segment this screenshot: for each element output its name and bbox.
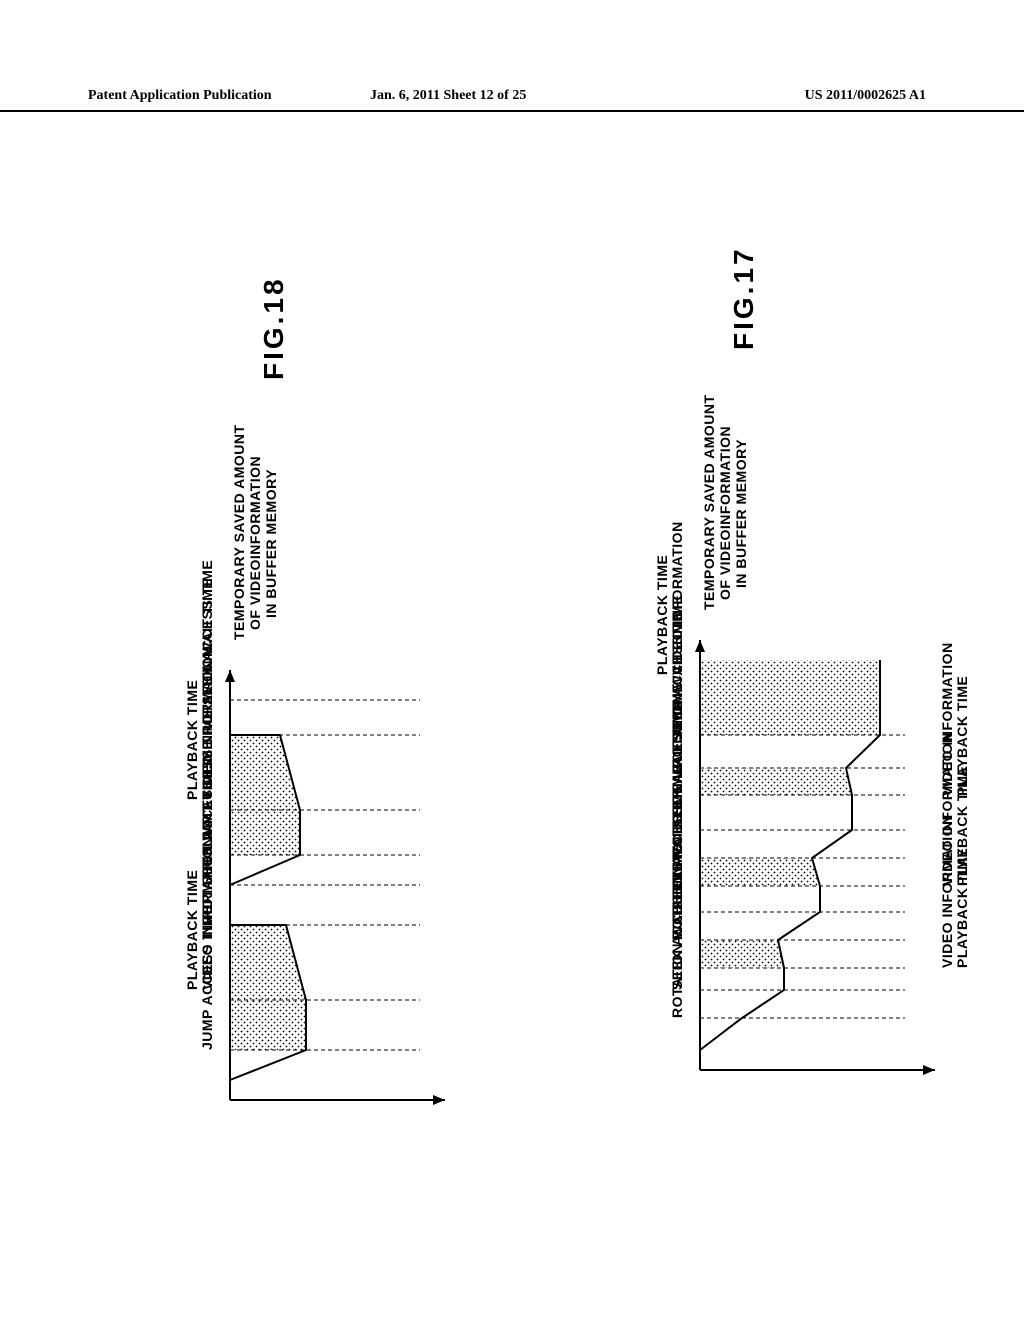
fig17-row-label-left: ROTATION WAIT TIME (670, 862, 685, 1018)
figures-container: FIG.18 TEMPORARY SAVED AMOUNT OF VIDEOIN… (50, 180, 974, 1180)
fig18-row-label: PLAYBACK TIME (185, 870, 200, 990)
fig17-row-label-left: PLAYBACK TIME (655, 555, 670, 675)
fig18-yaxis-l3: IN BUFFER MEMORY (264, 469, 279, 618)
fig18-title: FIG.18 (258, 276, 290, 380)
fig18-yaxis-l2: OF VIDEOINFORMATION (248, 456, 263, 630)
fig17-yaxis-l1: TEMPORARY SAVED AMOUNT (702, 394, 717, 610)
header-left: Patent Application Publication (88, 88, 272, 104)
header-right: US 2011/0002625 A1 (805, 88, 926, 104)
fig17-chart (680, 640, 940, 1080)
header-middle: Jan. 6, 2011 Sheet 12 of 25 (370, 88, 526, 104)
fig18-row-label: JUMP ACCESS TIME (200, 904, 215, 1050)
fig17-title: FIG.17 (728, 246, 760, 350)
fig17-row-label-right: PLAYBACK TIME (955, 848, 970, 968)
figure-18: FIG.18 TEMPORARY SAVED AMOUNT OF VIDEOIN… (50, 180, 490, 1160)
fig17-yaxis-l3: IN BUFFER MEMORY (734, 439, 749, 588)
page-header: Patent Application Publication Jan. 6, 2… (0, 88, 1024, 112)
fig17-row-label-right: VIDEO INFORMATION (940, 814, 955, 968)
fig17-yaxis-l2: OF VIDEOINFORMATION (718, 426, 733, 600)
figure-17: FIG.17 TEMPORARY SAVED AMOUNT OF VIDEOIN… (520, 180, 960, 1160)
fig18-yaxis-l1: TEMPORARY SAVED AMOUNT (232, 424, 247, 640)
fig18-chart (210, 670, 450, 1110)
fig18-row-label: PLAYBACK TIME (185, 680, 200, 800)
